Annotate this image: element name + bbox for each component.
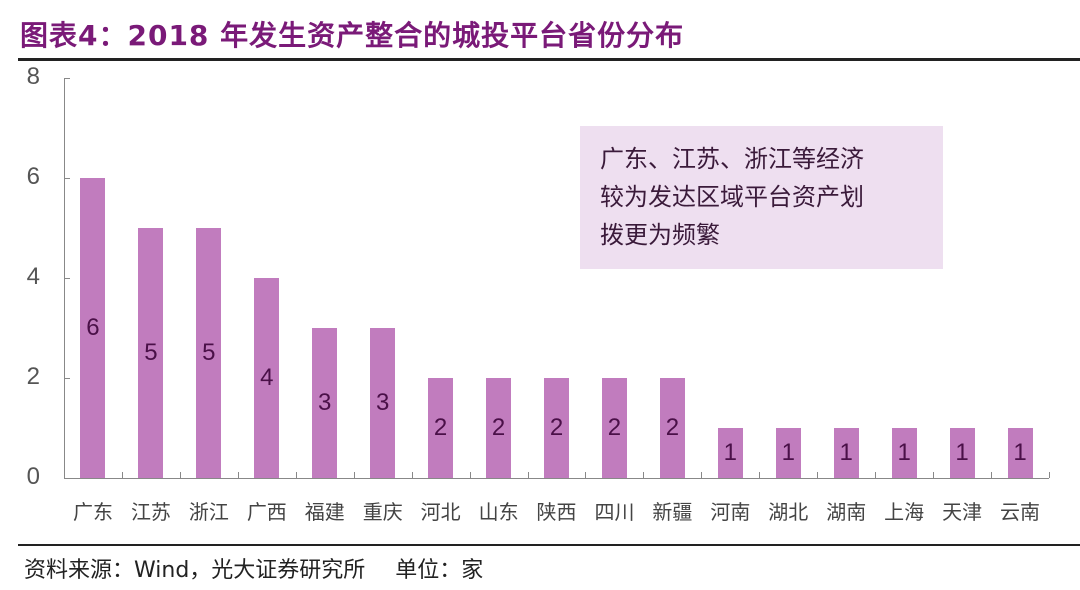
annotation-line: 广东、江苏、浙江等经济	[600, 145, 864, 173]
unit-text: 单位：家	[395, 558, 484, 583]
x-tick	[759, 472, 761, 478]
bar	[312, 328, 338, 478]
bar	[601, 378, 627, 478]
bar	[717, 428, 743, 478]
bar-value-label: 5	[144, 339, 158, 366]
bar-value-label: 1	[1013, 439, 1027, 466]
x-category-label: 福建	[304, 500, 345, 524]
source-text: 资料来源：Wind，光大证券研究所	[24, 558, 366, 583]
x-tick	[411, 472, 413, 478]
bar-value-label: 1	[955, 439, 969, 466]
y-tick-label: 6	[26, 163, 40, 190]
x-tick	[991, 472, 993, 478]
bar-value-label: 1	[723, 439, 737, 466]
y-tick	[64, 278, 70, 279]
y-tick-label: 4	[26, 263, 40, 290]
top-divider	[18, 58, 1080, 61]
x-tick	[469, 472, 471, 478]
bar-value-label: 2	[665, 414, 680, 441]
bar-chart: 0 2 4 6 8 6 广东 5 江苏 5 浙江 4 广西 3 福建 3 重庆 2 河北 2 山东 2 陕西 2 四川 2 新疆 1…	[26, 63, 1050, 524]
bar	[1007, 428, 1033, 478]
bar	[775, 428, 801, 478]
x-tick	[121, 472, 123, 478]
x-tick	[875, 472, 877, 478]
source-line: 资料来源：Wind，光大证券研究所 单位：家	[24, 552, 483, 584]
x-category-label: 河南	[710, 500, 751, 524]
x-tick	[701, 472, 703, 478]
bar-value-label: 1	[897, 439, 911, 466]
bar	[544, 378, 569, 478]
annotation-line: 较为发达区域平台资产划	[600, 183, 864, 211]
bar	[80, 178, 106, 478]
annotation-line: 拨更为频繁	[600, 221, 720, 249]
bar-value-label: 6	[86, 314, 100, 341]
bar-value-label: 5	[202, 339, 216, 366]
bar	[428, 378, 454, 478]
x-tick	[933, 472, 935, 478]
bar-value-label: 3	[318, 389, 332, 416]
x-tick	[237, 472, 239, 478]
x-tick	[643, 472, 645, 478]
x-category-label: 江苏	[130, 500, 171, 524]
x-tick	[585, 472, 587, 478]
y-tick	[64, 478, 70, 479]
x-category-label: 天津	[942, 500, 983, 524]
bar-value-label: 2	[433, 414, 448, 441]
bar-value-label: 3	[375, 389, 390, 416]
x-category-label: 山东	[478, 500, 519, 524]
bar	[949, 428, 975, 478]
x-category-label: 云南	[1000, 500, 1041, 524]
x-category-label: 新疆	[652, 500, 693, 524]
bar	[138, 228, 164, 478]
bottom-divider	[18, 544, 1080, 546]
y-tick	[64, 178, 70, 179]
x-category-label: 上海	[884, 500, 925, 524]
x-tick	[353, 472, 355, 478]
bar-value-label: 2	[491, 414, 506, 441]
bar	[196, 228, 222, 478]
bar	[486, 378, 512, 478]
x-tick	[817, 472, 819, 478]
x-category-label: 重庆	[362, 500, 403, 524]
x-category-label: 湖南	[826, 500, 867, 524]
bar-value-label: 2	[607, 414, 622, 441]
figure-title: 图表4：2018 年发生资产整合的城投平台省份分布	[20, 19, 685, 52]
bar-value-label: 2	[549, 414, 564, 441]
y-tick	[64, 378, 70, 379]
x-axis	[64, 478, 1049, 479]
bar-value-label: 1	[781, 439, 795, 466]
x-category-label: 浙江	[188, 500, 229, 524]
x-category-label: 广西	[246, 500, 287, 524]
y-tick-label: 8	[26, 63, 40, 90]
x-category-label: 广东	[73, 500, 113, 524]
x-tick	[179, 472, 181, 478]
x-category-label: 河北	[420, 500, 461, 524]
bar-value-label: 4	[260, 364, 274, 391]
bar	[833, 428, 859, 478]
x-tick	[295, 472, 297, 478]
y-tick-label: 0	[26, 463, 40, 490]
bar	[254, 278, 280, 478]
bar	[370, 328, 396, 478]
annotation-box: 广东、江苏、浙江等经济 较为发达区域平台资产划 拨更为频繁	[580, 126, 943, 269]
x-tick	[527, 472, 529, 478]
x-tick	[1049, 472, 1050, 478]
x-category-label: 陕西	[536, 500, 577, 524]
bar	[659, 378, 685, 478]
y-tick-label: 2	[26, 363, 40, 390]
x-category-label: 湖北	[768, 500, 809, 524]
bar	[891, 428, 917, 478]
bar-value-label: 1	[839, 439, 853, 466]
y-tick	[64, 78, 70, 79]
x-category-label: 四川	[594, 500, 635, 524]
